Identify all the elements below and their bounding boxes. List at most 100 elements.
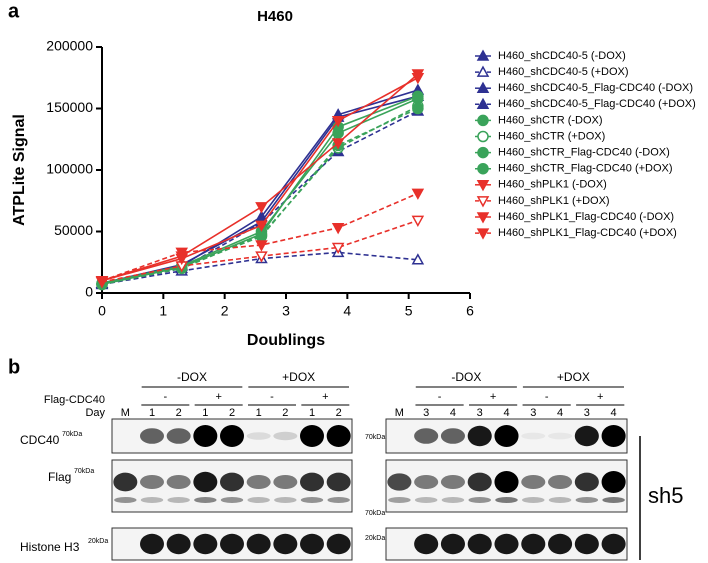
band <box>193 425 218 447</box>
group-label: +DOX <box>282 370 315 384</box>
row-label: Day <box>85 407 105 419</box>
band <box>440 533 465 555</box>
day-label: 4 <box>611 407 617 419</box>
x-tick-label: 2 <box>221 303 229 319</box>
band <box>140 475 164 489</box>
marker-half <box>478 148 488 158</box>
marker-shape <box>331 242 345 255</box>
y-tick-label: 50000 <box>54 222 93 238</box>
band <box>574 533 599 555</box>
band <box>602 497 625 503</box>
group-label: -DOX <box>177 370 207 384</box>
marker-shape <box>476 196 490 208</box>
legend-label: H460_shPLK1 (+DOX) <box>498 195 610 207</box>
marker-half <box>97 277 107 286</box>
point <box>411 253 425 265</box>
band <box>246 432 271 440</box>
band <box>300 425 324 447</box>
marker-half <box>256 241 266 250</box>
legend-marker <box>477 146 489 159</box>
point <box>255 251 268 263</box>
legend-label: H460_shCDC40-5_Flag-CDC40 (-DOX) <box>498 82 693 94</box>
point <box>331 223 345 235</box>
day-label: 4 <box>503 407 509 419</box>
band <box>193 471 218 493</box>
point <box>331 138 345 150</box>
flag-sign: - <box>438 391 442 403</box>
size-label: 70kDa <box>365 434 385 441</box>
band <box>414 475 439 489</box>
lane-marker: M <box>395 407 404 419</box>
point <box>412 92 424 105</box>
marker-half <box>413 74 423 83</box>
marker-shape <box>476 65 490 77</box>
x-tick-label: 4 <box>343 303 351 319</box>
series-line <box>101 110 419 286</box>
marker-half <box>333 117 343 126</box>
marker-shape <box>331 138 345 150</box>
point <box>255 240 268 252</box>
band <box>193 533 218 555</box>
size-label: 70kDa <box>74 468 94 475</box>
band <box>440 475 465 489</box>
flag-sign: + <box>490 391 496 403</box>
point <box>331 116 345 128</box>
chart-title: H460 <box>257 8 293 25</box>
size-label: 20kDa <box>365 535 385 542</box>
point <box>411 73 425 85</box>
band <box>467 533 492 555</box>
band <box>414 497 438 503</box>
day-label: 1 <box>256 407 262 419</box>
marker-shape <box>255 202 268 214</box>
legend-marker <box>476 65 490 77</box>
marker-shape <box>476 180 490 192</box>
legend-marker <box>476 81 490 93</box>
legend-label: H460_shCTR (-DOX) <box>498 114 603 126</box>
marker-half <box>478 229 488 238</box>
day-label: 4 <box>557 407 563 419</box>
day-label: 1 <box>149 407 155 419</box>
band <box>273 431 298 441</box>
band <box>300 497 324 503</box>
day-label: 2 <box>282 407 288 419</box>
marker-shape <box>477 130 489 143</box>
marker-shape <box>477 114 489 127</box>
marker-half <box>478 164 488 174</box>
x-tick-label: 5 <box>405 303 413 319</box>
marker-half <box>478 83 488 92</box>
day-label: 3 <box>477 407 483 419</box>
band <box>388 497 411 503</box>
marker-half <box>413 189 423 198</box>
row-label: Flag-CDC40 <box>44 394 105 406</box>
band <box>521 475 546 489</box>
band <box>494 425 519 447</box>
marker-shape <box>476 49 490 61</box>
marker-half <box>333 128 343 138</box>
marker-half <box>177 248 187 257</box>
band <box>140 533 164 555</box>
band <box>326 425 351 447</box>
legend-label: H460_shCDC40-5 (+DOX) <box>498 66 629 78</box>
legend-marker <box>477 114 489 127</box>
band <box>326 533 351 555</box>
size-label: 20kDa <box>88 538 108 545</box>
band <box>467 425 492 447</box>
legend-marker <box>476 228 490 240</box>
band <box>521 533 546 555</box>
band <box>166 475 191 489</box>
y-tick-label: 0 <box>85 284 93 300</box>
band <box>548 475 573 489</box>
x-tick-label: 1 <box>159 303 167 319</box>
x-tick-label: 3 <box>282 303 290 319</box>
marker-half <box>478 213 488 222</box>
marker-half <box>256 221 266 230</box>
group-label: -DOX <box>451 370 481 384</box>
band <box>113 472 138 492</box>
flag-sign: - <box>545 391 549 403</box>
marker-half <box>413 104 423 114</box>
marker-half <box>177 255 187 264</box>
series-line <box>101 107 419 286</box>
band <box>273 533 298 555</box>
legend-label: H460_shCDC40-5 (-DOX) <box>498 50 626 62</box>
x-axis-label: Doublings <box>247 332 325 349</box>
